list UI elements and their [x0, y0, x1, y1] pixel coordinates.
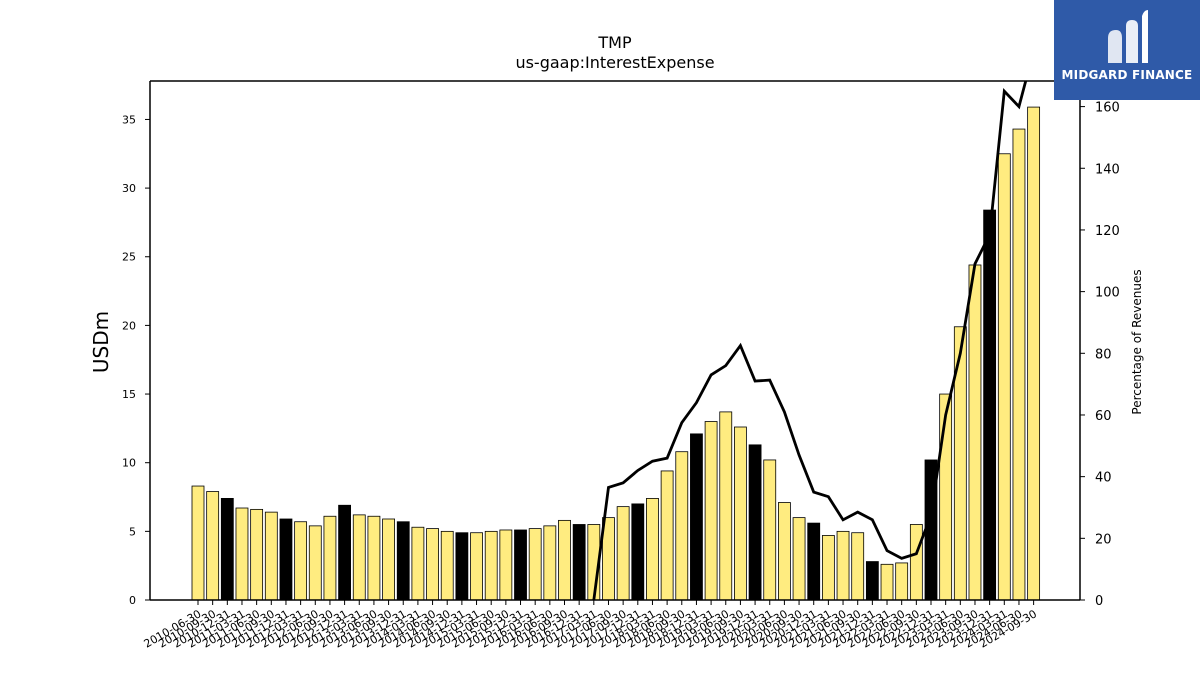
bar: [484, 530, 498, 601]
midgard-finance-logo: MIDGARD FINANCE: [1054, 0, 1200, 100]
bar: [220, 497, 234, 601]
bar: [279, 518, 293, 601]
bar: [616, 506, 630, 601]
bar: [821, 535, 835, 601]
y-axis-label: USDm: [89, 311, 113, 373]
bar: [748, 444, 762, 601]
bar: [792, 517, 806, 601]
y-tick-label: 25: [122, 251, 136, 264]
bar: [880, 563, 894, 601]
y2-tick-label: 140: [1095, 162, 1120, 177]
y2-axis-label: Percentage of Revenues: [1130, 269, 1144, 414]
bar: [690, 433, 703, 601]
bar: [323, 515, 337, 601]
bar: [1012, 128, 1026, 601]
bar: [206, 491, 220, 601]
bar: [264, 511, 278, 601]
y2-tick-label: 20: [1095, 532, 1112, 547]
y2-tick-label: 100: [1095, 286, 1120, 301]
bar: [865, 561, 879, 601]
bar: [528, 528, 542, 601]
bar: [646, 497, 659, 601]
y-tick-label: 30: [122, 182, 136, 195]
bar: [470, 532, 483, 601]
bar: [778, 502, 791, 601]
bar: [250, 508, 264, 601]
bar: [338, 504, 352, 601]
bar: [836, 530, 850, 601]
chart-title: TMP: [597, 33, 632, 52]
bar: [396, 521, 410, 601]
bar: [455, 532, 469, 601]
bar: [382, 518, 395, 601]
bar: [558, 519, 571, 601]
bar: [440, 530, 454, 601]
bar: [763, 459, 777, 601]
bar: [807, 522, 821, 601]
y2-tick-label: 120: [1095, 224, 1120, 239]
chart-subtitle: us-gaap:InterestExpense: [515, 53, 714, 72]
bar: [514, 529, 527, 601]
bar: [308, 525, 322, 601]
bar: [968, 264, 982, 601]
bar: [704, 421, 718, 601]
bar: [631, 503, 645, 601]
bar: [734, 426, 747, 601]
bar: [352, 514, 366, 601]
bar: [367, 515, 381, 601]
bar: [191, 485, 205, 601]
bar: [997, 153, 1011, 601]
bar: [939, 393, 953, 601]
bar: [294, 521, 308, 601]
y-tick-label: 0: [129, 594, 136, 607]
plot-area: 051015202530350204060801001201401602010-…: [122, 80, 1120, 651]
bar: [983, 209, 997, 601]
y2-tick-label: 60: [1095, 409, 1112, 424]
bar: [660, 470, 674, 601]
y-tick-label: 10: [122, 457, 136, 470]
bar: [543, 525, 557, 601]
bar: [499, 529, 513, 601]
y-tick-label: 15: [122, 388, 136, 401]
y2-tick-label: 80: [1095, 347, 1112, 362]
y2-tick-label: 0: [1095, 594, 1103, 609]
y-tick-label: 20: [122, 319, 136, 332]
bar: [675, 451, 689, 601]
y2-tick-label: 160: [1095, 101, 1120, 116]
y2-tick-label: 40: [1095, 471, 1112, 486]
bar: [572, 524, 586, 601]
bar: [1027, 106, 1041, 601]
bar: [909, 524, 923, 601]
logo-text: MIDGARD FINANCE: [1061, 68, 1193, 82]
midgard-logo-icon: [1108, 10, 1148, 63]
y-tick-label: 35: [122, 113, 136, 126]
y-tick-label: 5: [129, 525, 136, 538]
bar: [851, 532, 865, 601]
percentage-line: [592, 81, 1028, 600]
bar: [235, 507, 249, 601]
bar: [426, 528, 439, 601]
bar: [719, 411, 733, 601]
bar: [895, 562, 909, 601]
bar: [411, 526, 425, 601]
